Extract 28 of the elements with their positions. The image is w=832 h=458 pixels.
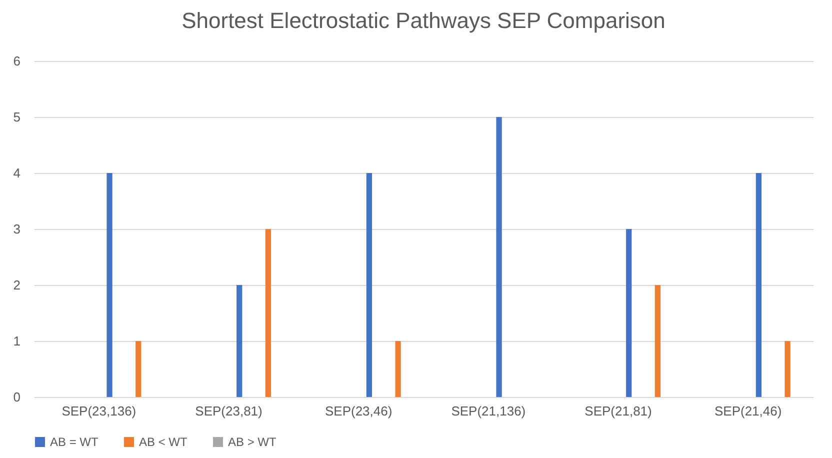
legend-label: AB = WT — [50, 435, 100, 449]
bar — [236, 285, 242, 397]
bar — [106, 173, 112, 397]
bar — [265, 229, 272, 397]
y-tick-label: 5 — [13, 110, 20, 124]
bar — [496, 117, 502, 397]
y-tick-label: 4 — [13, 166, 20, 180]
bar — [366, 173, 372, 397]
bar — [654, 285, 661, 397]
bar — [395, 341, 401, 397]
x-tick-label: SEP(21,46) — [714, 404, 782, 418]
x-tick-label: SEP(23,136) — [62, 404, 136, 418]
y-tick-label: 6 — [13, 54, 20, 68]
y-tick-label: 0 — [13, 390, 20, 404]
legend-label: AB < WT — [139, 435, 188, 449]
chart-title: Shortest Electrostatic Pathways SEP Comparison — [182, 8, 666, 33]
bar — [756, 173, 762, 397]
x-tick-label: SEP(23,46) — [324, 404, 392, 418]
legend-label: AB > WT — [228, 435, 278, 449]
x-tick-label: SEP(21,136) — [451, 404, 526, 418]
y-tick-label: 3 — [13, 222, 20, 236]
bar — [784, 341, 790, 397]
y-tick-label: 1 — [13, 334, 20, 348]
y-tick-label: 2 — [13, 278, 20, 292]
bar — [626, 229, 632, 397]
x-tick-label: SEP(23,81) — [195, 404, 262, 418]
x-tick-label: SEP(21,81) — [584, 404, 652, 418]
bar — [136, 341, 142, 397]
